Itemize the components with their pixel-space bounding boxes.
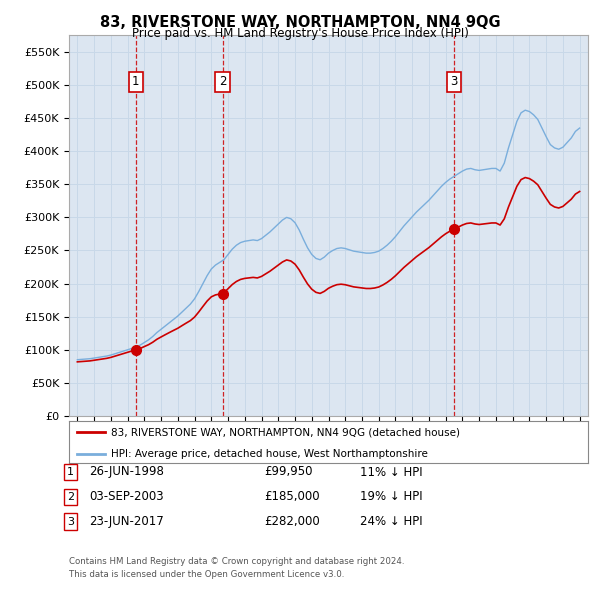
Text: Contains HM Land Registry data © Crown copyright and database right 2024.: Contains HM Land Registry data © Crown c… xyxy=(69,558,404,566)
Text: 1: 1 xyxy=(132,76,140,88)
Text: 2: 2 xyxy=(67,492,74,502)
Text: 26-JUN-1998: 26-JUN-1998 xyxy=(89,466,164,478)
Text: £282,000: £282,000 xyxy=(264,515,320,528)
Text: 1: 1 xyxy=(67,467,74,477)
Text: Price paid vs. HM Land Registry's House Price Index (HPI): Price paid vs. HM Land Registry's House … xyxy=(131,27,469,40)
Text: HPI: Average price, detached house, West Northamptonshire: HPI: Average price, detached house, West… xyxy=(110,449,427,459)
Text: 11% ↓ HPI: 11% ↓ HPI xyxy=(360,466,422,478)
Text: 19% ↓ HPI: 19% ↓ HPI xyxy=(360,490,422,503)
Text: 83, RIVERSTONE WAY, NORTHAMPTON, NN4 9QG (detached house): 83, RIVERSTONE WAY, NORTHAMPTON, NN4 9QG… xyxy=(110,427,460,437)
Text: £99,950: £99,950 xyxy=(264,466,313,478)
Text: 24% ↓ HPI: 24% ↓ HPI xyxy=(360,515,422,528)
Text: 03-SEP-2003: 03-SEP-2003 xyxy=(89,490,163,503)
Text: £185,000: £185,000 xyxy=(264,490,320,503)
Text: This data is licensed under the Open Government Licence v3.0.: This data is licensed under the Open Gov… xyxy=(69,571,344,579)
Text: 23-JUN-2017: 23-JUN-2017 xyxy=(89,515,164,528)
Text: 3: 3 xyxy=(67,517,74,526)
Text: 3: 3 xyxy=(450,76,457,88)
Text: 83, RIVERSTONE WAY, NORTHAMPTON, NN4 9QG: 83, RIVERSTONE WAY, NORTHAMPTON, NN4 9QG xyxy=(100,15,500,30)
Text: 2: 2 xyxy=(219,76,226,88)
